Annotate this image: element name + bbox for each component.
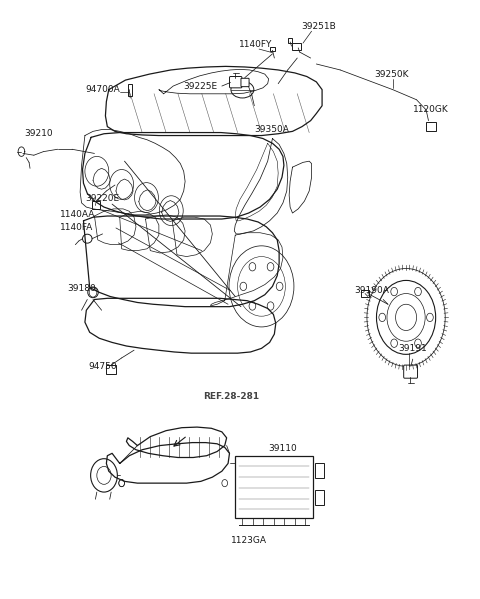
Bar	[315, 490, 324, 505]
Bar	[270, 47, 275, 52]
Ellipse shape	[88, 287, 98, 298]
Text: 39225E: 39225E	[184, 81, 218, 90]
Bar	[426, 122, 436, 131]
Ellipse shape	[231, 81, 254, 98]
Bar	[315, 463, 324, 478]
Text: 39251B: 39251B	[301, 22, 336, 31]
Bar	[107, 365, 116, 374]
Bar	[128, 84, 132, 96]
Text: 39210: 39210	[24, 129, 53, 138]
Text: 39250K: 39250K	[374, 69, 409, 78]
Text: 94700A: 94700A	[85, 85, 120, 94]
Ellipse shape	[83, 234, 92, 243]
Text: 39180: 39180	[67, 285, 96, 294]
Bar	[292, 43, 300, 50]
Bar	[235, 456, 312, 518]
FancyBboxPatch shape	[229, 77, 242, 88]
FancyBboxPatch shape	[241, 78, 249, 87]
Text: 1140FY: 1140FY	[239, 40, 273, 49]
Text: REF.28-281: REF.28-281	[203, 392, 259, 401]
Text: 39190A: 39190A	[355, 286, 389, 295]
Text: 39350A: 39350A	[254, 125, 289, 134]
Text: 39110: 39110	[269, 444, 298, 453]
Text: 39191: 39191	[398, 344, 427, 353]
Text: 1120GK: 1120GK	[413, 105, 448, 114]
Text: 1140FA: 1140FA	[60, 223, 93, 232]
Text: 1140AA: 1140AA	[60, 210, 95, 219]
Text: 1123GA: 1123GA	[231, 537, 267, 546]
Text: 39220E: 39220E	[85, 193, 119, 202]
Bar	[361, 290, 369, 297]
FancyBboxPatch shape	[404, 365, 418, 378]
Bar	[288, 38, 292, 43]
Text: 94750: 94750	[88, 362, 117, 371]
Bar	[92, 201, 100, 210]
